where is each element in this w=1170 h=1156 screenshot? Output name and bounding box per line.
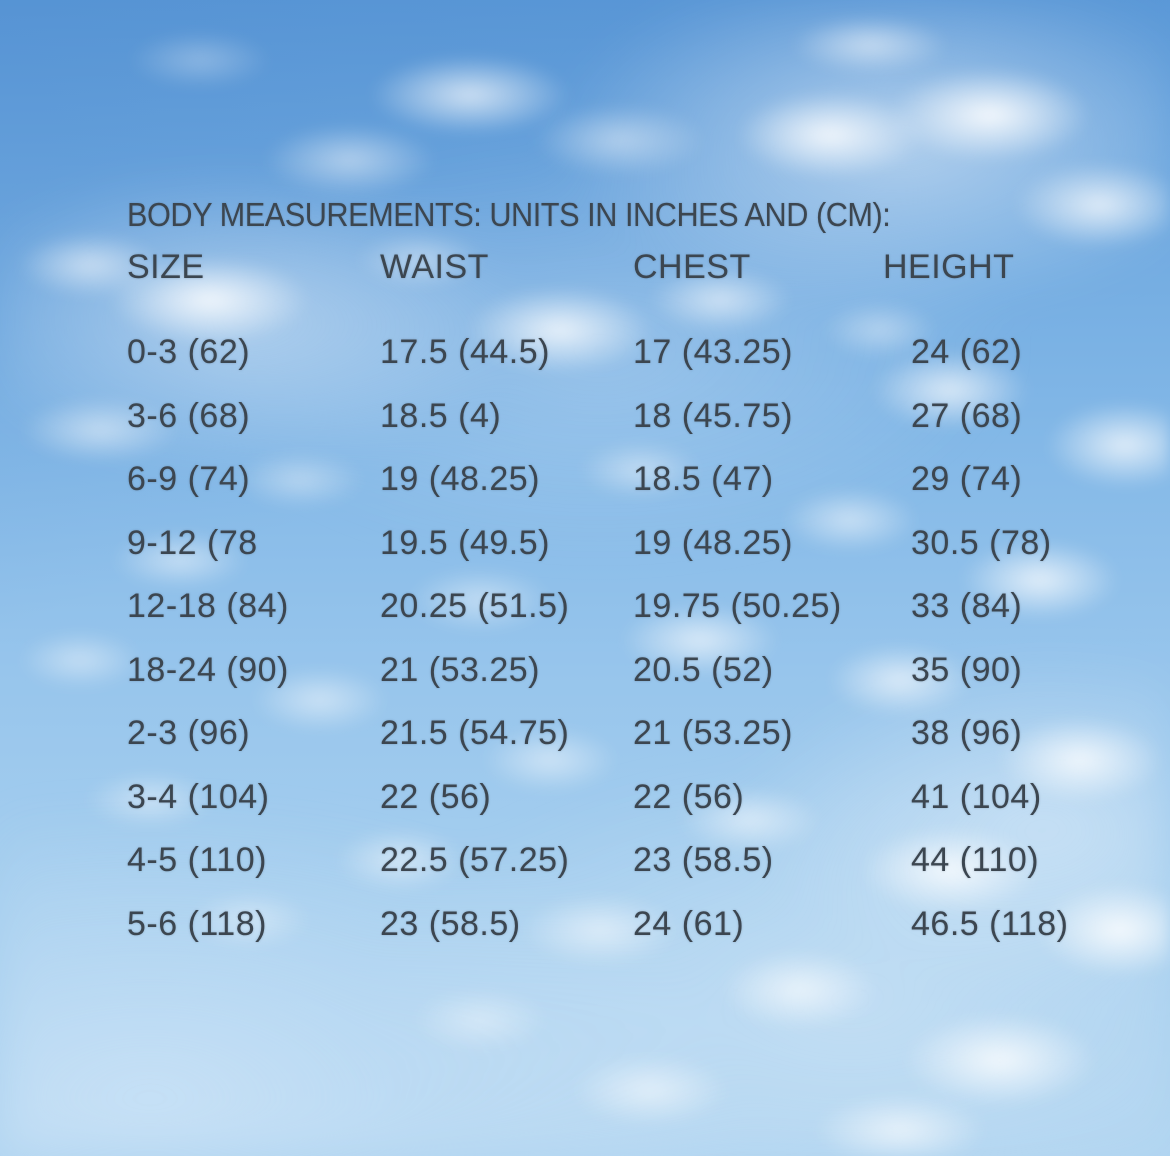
table-cell: 20.5 (52) (633, 650, 774, 689)
table-row: 18-24 (90) 21 (53.25) 20.5 (52) 35 (90) (127, 639, 1130, 703)
table-cell: 23 (58.5) (380, 904, 521, 943)
table-cell: 20.25 (51.5) (380, 587, 570, 626)
table-header-row: SIZE WAIST CHEST HEIGHT (127, 248, 1130, 286)
table-cell: 17 (43.25) (633, 333, 793, 372)
table-row: 6-9 (74) 19 (48.25) 18.5 (47) 29 (74) (127, 448, 1130, 512)
table-cell: 22 (56) (633, 777, 745, 816)
table-cell: 0-3 (62) (127, 333, 251, 372)
chart-title: BODY MEASUREMENTS: UNITS IN INCHES AND (… (127, 196, 891, 233)
table-row: 4-5 (110) 22.5 (57.25) 23 (58.5) 44 (110) (127, 829, 1130, 893)
table-row: 12-18 (84) 20.25 (51.5) 19.75 (50.25) 33 (8… (127, 575, 1130, 639)
table-cell: 2-3 (96) (127, 714, 251, 753)
table-cell: 18-24 (90) (127, 650, 289, 689)
table-cell: 19.75 (50.25) (633, 587, 842, 626)
table-cell: 22 (56) (380, 777, 492, 816)
table-cell: 18.5 (47) (633, 460, 774, 499)
table-cell: 24 (62) (911, 333, 1023, 372)
table-cell: 38 (96) (911, 714, 1023, 753)
table-row: 0-3 (62) 17.5 (44.5) 17 (43.25) 24 (62) (127, 321, 1130, 385)
table-cell: 19 (48.25) (380, 460, 540, 499)
table-cell: 21 (53.25) (380, 650, 540, 689)
table-cell: 21.5 (54.75) (380, 714, 570, 753)
table-cell: 30.5 (78) (911, 523, 1052, 562)
table-cell: 9-12 (78 (127, 523, 258, 562)
table-cell: 12-18 (84) (127, 587, 289, 626)
column-header-waist: WAIST (380, 248, 489, 286)
table-cell: 4-5 (110) (127, 841, 267, 880)
table-row: 5-6 (118) 23 (58.5) 24 (61) 46.5 (118) (127, 893, 1130, 957)
table-cell: 41 (104) (911, 777, 1042, 816)
table-cell: 46.5 (118) (911, 904, 1069, 943)
table-cell: 17.5 (44.5) (380, 333, 550, 372)
table-cell: 24 (61) (633, 904, 745, 943)
table-cell: 33 (84) (911, 587, 1023, 626)
table-cell: 3-4 (104) (127, 777, 270, 816)
table-cell: 23 (58.5) (633, 841, 774, 880)
measurement-chart: BODY MEASUREMENTS: UNITS IN INCHES AND (… (127, 196, 1130, 956)
table-cell: 18 (45.75) (633, 396, 793, 435)
table-cell: 29 (74) (911, 460, 1023, 499)
table-cell: 22.5 (57.25) (380, 841, 570, 880)
column-header-chest: CHEST (633, 248, 751, 286)
table-cell: 18.5 (4) (380, 396, 502, 435)
table-row: 9-12 (78 19.5 (49.5) 19 (48.25) 30.5 (78) (127, 512, 1130, 576)
table-cell: 44 (110) (911, 841, 1040, 880)
table-cell: 35 (90) (911, 650, 1023, 689)
table-row: 3-4 (104) 22 (56) 22 (56) 41 (104) (127, 766, 1130, 830)
table-row: 2-3 (96) 21.5 (54.75) 21 (53.25) 38 (96) (127, 702, 1130, 766)
column-header-size: SIZE (127, 248, 205, 286)
table-cell: 21 (53.25) (633, 714, 793, 753)
table-cell: 27 (68) (911, 396, 1023, 435)
column-header-height: HEIGHT (883, 248, 1015, 286)
table-cell: 3-6 (68) (127, 396, 251, 435)
table-body: 0-3 (62) 17.5 (44.5) 17 (43.25) 24 (62) 3-6 … (127, 321, 1130, 956)
table-row: 3-6 (68) 18.5 (4) 18 (45.75) 27 (68) (127, 385, 1130, 449)
table-cell: 5-6 (118) (127, 904, 267, 943)
table-cell: 19 (48.25) (633, 523, 793, 562)
table-cell: 6-9 (74) (127, 460, 251, 499)
table-cell: 19.5 (49.5) (380, 523, 550, 562)
